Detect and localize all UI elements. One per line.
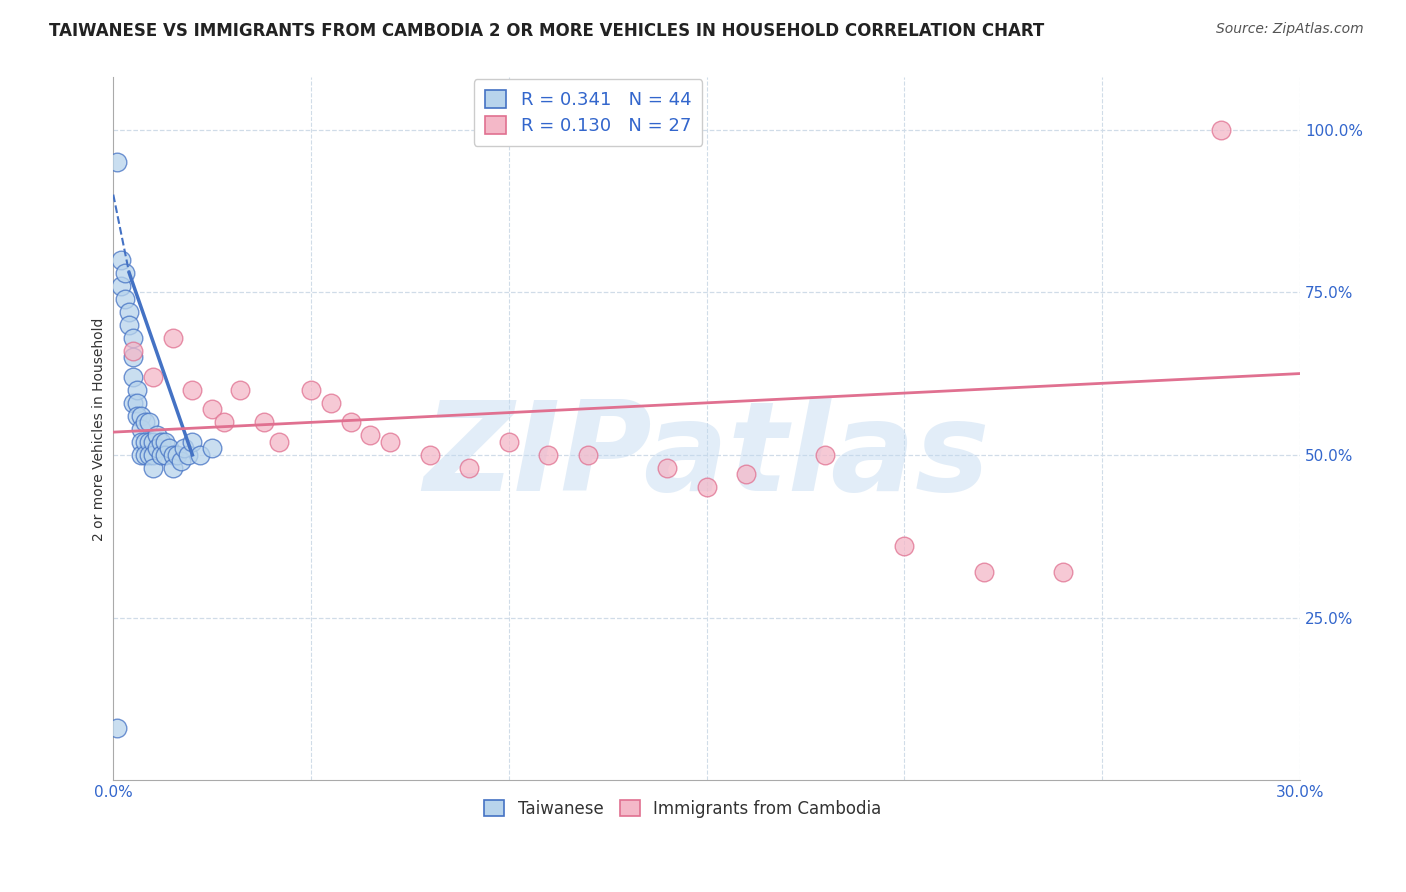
Text: ZIPatlas: ZIPatlas (423, 396, 990, 517)
Text: Source: ZipAtlas.com: Source: ZipAtlas.com (1216, 22, 1364, 37)
Point (134, 448, 156, 462)
Point (134, 434, 156, 449)
Point (110, 252, 132, 267)
Point (201, 402, 224, 417)
Point (162, 461, 184, 475)
Point (339, 416, 361, 430)
Point (114, 266, 136, 280)
Point (110, 278, 132, 293)
Point (122, 369, 145, 384)
Point (122, 396, 145, 410)
Point (319, 396, 342, 410)
Point (269, 434, 291, 449)
Point (146, 428, 169, 442)
Point (125, 409, 148, 423)
Point (122, 351, 145, 365)
Point (181, 383, 204, 397)
Point (229, 383, 252, 397)
Point (177, 448, 200, 462)
Y-axis label: 2 or more Vehicles in Household: 2 or more Vehicles in Household (93, 318, 107, 541)
Point (299, 383, 322, 397)
Point (138, 416, 160, 430)
Point (149, 448, 172, 462)
Point (105, 155, 128, 169)
Point (125, 396, 148, 410)
Point (498, 434, 520, 449)
Point (129, 448, 152, 462)
Point (122, 343, 145, 358)
Legend: Taiwanese, Immigrants from Cambodia: Taiwanese, Immigrants from Cambodia (478, 793, 889, 825)
Point (201, 442, 224, 456)
Point (157, 442, 180, 456)
Point (149, 434, 172, 449)
Point (118, 318, 141, 332)
Point (153, 434, 176, 449)
Point (105, 721, 128, 735)
Point (655, 461, 678, 475)
Point (380, 434, 402, 449)
Point (146, 442, 169, 456)
Point (122, 331, 145, 345)
Point (138, 448, 160, 462)
Point (162, 448, 184, 462)
Point (359, 428, 381, 442)
Point (129, 434, 152, 449)
Point (696, 480, 718, 494)
Point (419, 448, 441, 462)
Point (142, 434, 165, 449)
Point (1209, 122, 1232, 136)
Point (142, 448, 165, 462)
Point (118, 304, 141, 318)
Point (814, 448, 837, 462)
Point (114, 292, 136, 306)
Point (576, 448, 599, 462)
Point (735, 467, 758, 482)
Point (129, 409, 152, 423)
Point (125, 383, 148, 397)
Point (893, 539, 915, 553)
Point (138, 434, 160, 449)
Point (142, 461, 165, 475)
Point (973, 565, 995, 579)
Point (181, 434, 204, 449)
Point (166, 448, 188, 462)
Point (537, 448, 560, 462)
Point (129, 422, 152, 436)
Point (252, 416, 274, 430)
Point (212, 416, 235, 430)
Point (134, 416, 156, 430)
Point (173, 442, 195, 456)
Point (162, 331, 184, 345)
Point (153, 448, 176, 462)
Point (188, 448, 211, 462)
Point (169, 454, 191, 468)
Point (1052, 565, 1074, 579)
Point (458, 461, 481, 475)
Text: TAIWANESE VS IMMIGRANTS FROM CAMBODIA 2 OR MORE VEHICLES IN HOUSEHOLD CORRELATIO: TAIWANESE VS IMMIGRANTS FROM CAMBODIA 2 … (49, 22, 1045, 40)
Point (142, 369, 165, 384)
